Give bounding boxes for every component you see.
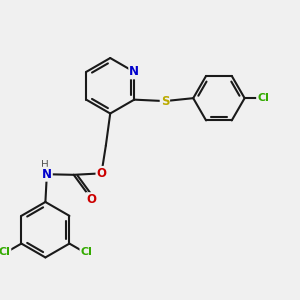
- Text: O: O: [97, 167, 106, 180]
- Text: Cl: Cl: [0, 247, 11, 257]
- Text: O: O: [86, 193, 96, 206]
- Text: N: N: [129, 65, 139, 78]
- Text: Cl: Cl: [257, 93, 269, 103]
- Text: S: S: [160, 94, 169, 108]
- Text: N: N: [42, 168, 52, 181]
- Text: Cl: Cl: [80, 247, 92, 257]
- Text: H: H: [40, 160, 48, 170]
